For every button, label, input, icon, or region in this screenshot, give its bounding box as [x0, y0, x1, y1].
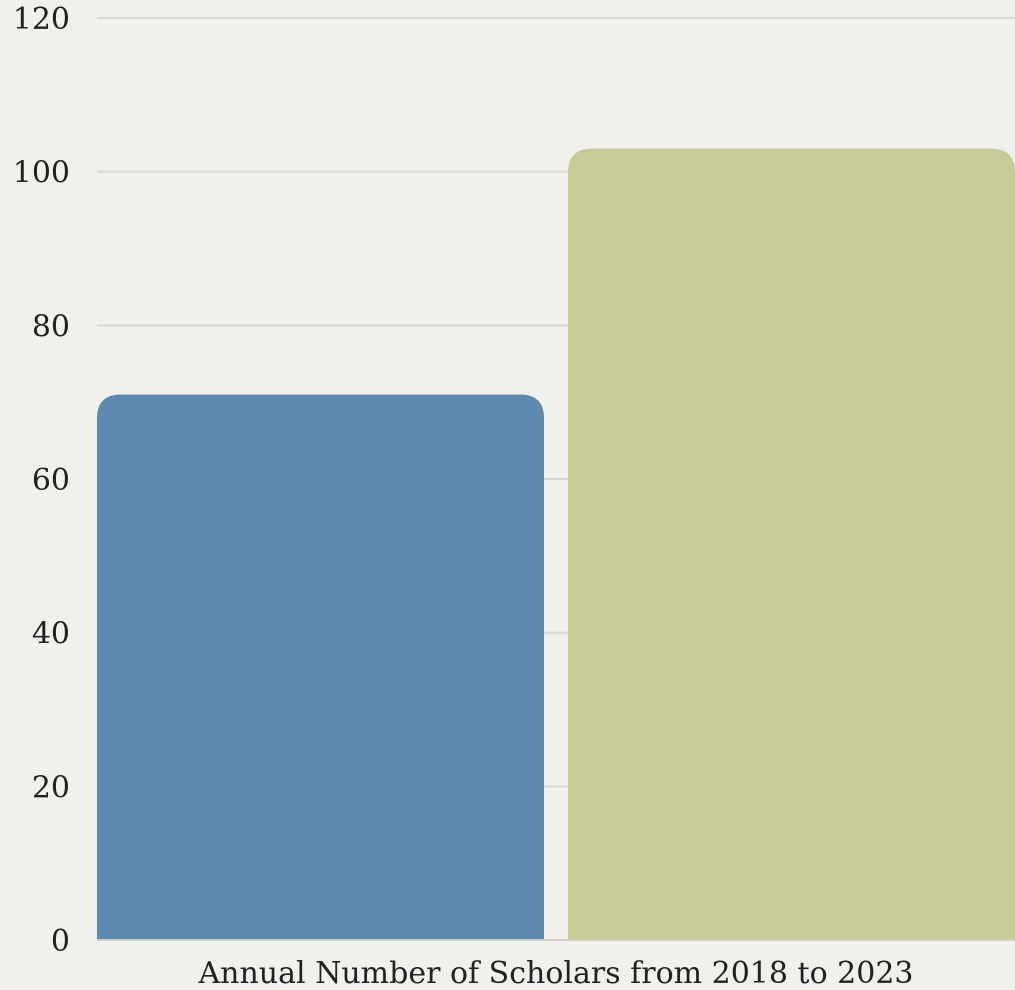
x-axis-label: Annual Number of Scholars from 2018 to 2… — [197, 956, 913, 990]
bar-1 — [97, 394, 544, 940]
y-tick-label: 60 — [32, 463, 70, 498]
y-tick-label: 20 — [32, 770, 70, 805]
y-axis-ticks: 0 20 40 60 80 100 120 — [13, 2, 70, 959]
y-tick-label: 100 — [13, 156, 70, 191]
bars — [97, 148, 1015, 940]
y-tick-label: 80 — [32, 309, 70, 344]
y-tick-label: 120 — [13, 2, 70, 37]
y-tick-label: 40 — [32, 617, 70, 652]
bar-2 — [568, 148, 1015, 940]
y-tick-label: 0 — [51, 924, 70, 959]
